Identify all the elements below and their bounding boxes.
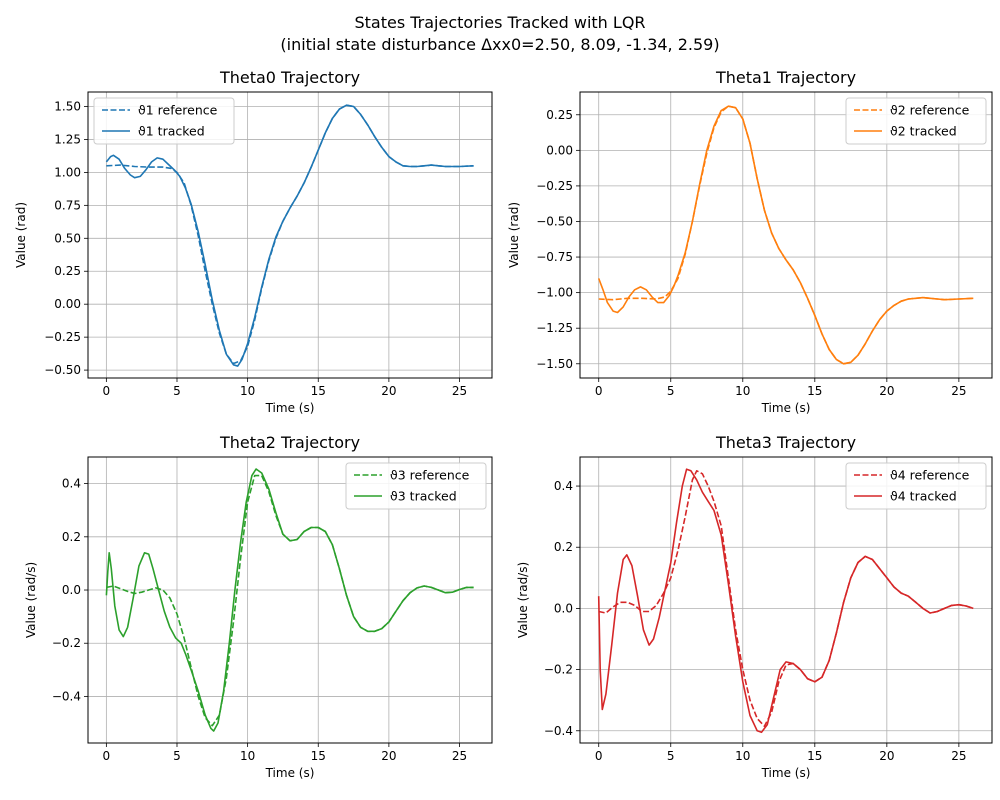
axes-frame [87, 456, 493, 744]
y-tick-label: 1.50 [54, 99, 81, 113]
series-line-reference [598, 105, 974, 365]
x-axis-label: Time (s) [265, 401, 315, 415]
subplot-1: 0 5 10 15 20 25 −1.50 −1.25 −1.00 −0.75 −0.50 −0.25… [507, 68, 993, 415]
x-tick-label: 20 [381, 384, 396, 398]
legend-label: ϑ4 reference [890, 468, 970, 483]
y-tick-label: −0.50 [536, 214, 573, 228]
legend-label: ϑ2 tracked [890, 124, 957, 139]
x-tick-label: 0 [103, 749, 111, 763]
x-tick-label: 25 [951, 384, 966, 398]
subplot-3: 0 5 10 15 20 25 −0.4 −0.2 0.0 0.2 0.4 Theta3 Trajec… [516, 433, 993, 780]
x-tick-label: 25 [452, 384, 467, 398]
legend: ϑ3 reference ϑ3 tracked [345, 462, 487, 510]
x-axis-label: Time (s) [761, 401, 811, 415]
y-tick-label: −0.2 [52, 636, 81, 650]
series-line-tracked [105, 468, 474, 732]
axes-frame [579, 91, 993, 379]
series-line-tracked [597, 105, 974, 365]
legend: ϑ1 reference ϑ1 tracked [93, 97, 235, 145]
y-tick-label: −0.4 [52, 689, 81, 703]
y-tick-label: −0.50 [44, 363, 81, 377]
grid-lines [580, 92, 992, 378]
y-axis-label: Value (rad) [14, 202, 28, 268]
x-axis-label: Time (s) [265, 766, 315, 780]
x-tick-label: 20 [381, 749, 396, 763]
subplot-title: Theta3 Trajectory [715, 433, 856, 452]
x-tick-label: 10 [240, 749, 255, 763]
legend: ϑ2 reference ϑ2 tracked [845, 97, 987, 145]
legend: ϑ4 reference ϑ4 tracked [845, 462, 987, 510]
y-axis-label: Value (rad/s) [516, 562, 530, 638]
x-tick-label: 5 [173, 749, 181, 763]
y-tick-label: 0.00 [546, 143, 573, 157]
x-tick-label: 5 [667, 749, 675, 763]
x-tick-label: 5 [667, 384, 675, 398]
x-tick-label: 20 [879, 749, 894, 763]
y-tick-label: −0.4 [544, 724, 573, 738]
y-tick-label: 1.25 [54, 132, 81, 146]
x-tick-label: 10 [735, 384, 750, 398]
subplot-0: 0 5 10 15 20 25 −0.50 −0.25 0.00 0.25 0.50 0.75 1.00… [14, 68, 493, 415]
x-tick-label: 0 [103, 384, 111, 398]
subplot-title: Theta0 Trajectory [219, 68, 360, 87]
x-tick-label: 15 [311, 384, 326, 398]
x-tick-label: 10 [735, 749, 750, 763]
axes-frame [579, 456, 993, 744]
x-tick-label: 20 [879, 384, 894, 398]
y-tick-label: 0.25 [54, 264, 81, 278]
y-tick-label: 0.4 [62, 477, 81, 491]
y-tick-label: −0.75 [536, 250, 573, 264]
subplot-title: Theta1 Trajectory [715, 68, 856, 87]
x-tick-label: 5 [173, 384, 181, 398]
y-tick-label: −1.00 [536, 286, 573, 300]
x-tick-label: 25 [452, 749, 467, 763]
x-tick-label: 15 [807, 749, 822, 763]
y-tick-label: 0.2 [62, 530, 81, 544]
series-line-tracked [105, 104, 474, 367]
legend-label: ϑ1 reference [138, 103, 218, 118]
y-tick-label: −0.25 [44, 330, 81, 344]
y-tick-label: 1.00 [54, 165, 81, 179]
x-tick-label: 0 [595, 749, 603, 763]
subplot-2: 0 5 10 15 20 25 −0.4 −0.2 0.0 0.2 0.4 Theta2 Trajec… [24, 433, 493, 780]
y-tick-label: −0.25 [536, 179, 573, 193]
y-tick-label: −1.25 [536, 321, 573, 335]
legend-label: ϑ1 tracked [138, 124, 205, 139]
legend-label: ϑ2 reference [890, 103, 970, 118]
y-tick-label: 0.4 [554, 479, 573, 493]
y-axis-label: Value (rad/s) [24, 562, 38, 638]
figure-title-line2: (initial state disturbance Δxx0=2.50, 8.… [280, 35, 720, 54]
legend-label: ϑ3 reference [390, 468, 470, 483]
y-tick-label: 0.2 [554, 540, 573, 554]
x-tick-label: 15 [807, 384, 822, 398]
series-line-tracked [597, 468, 974, 734]
y-axis-label: Value (rad) [507, 202, 521, 268]
legend-label: ϑ3 tracked [390, 489, 457, 504]
x-tick-label: 15 [311, 749, 326, 763]
x-tick-label: 25 [951, 749, 966, 763]
x-axis-label: Time (s) [761, 766, 811, 780]
y-tick-label: 0.0 [62, 583, 81, 597]
legend-label: ϑ4 tracked [890, 489, 957, 504]
subplot-title: Theta2 Trajectory [219, 433, 360, 452]
y-tick-label: 0.75 [54, 198, 81, 212]
y-tick-label: −0.2 [544, 663, 573, 677]
x-tick-label: 10 [240, 384, 255, 398]
y-tick-label: 0.25 [546, 108, 573, 122]
y-tick-label: 0.0 [554, 601, 573, 615]
axes-frame [87, 91, 493, 379]
figure-title-line1: States Trajectories Tracked with LQR [354, 13, 646, 32]
y-tick-label: 0.00 [54, 297, 81, 311]
y-tick-label: 0.50 [54, 231, 81, 245]
x-tick-label: 0 [595, 384, 603, 398]
y-tick-label: −1.50 [536, 357, 573, 371]
